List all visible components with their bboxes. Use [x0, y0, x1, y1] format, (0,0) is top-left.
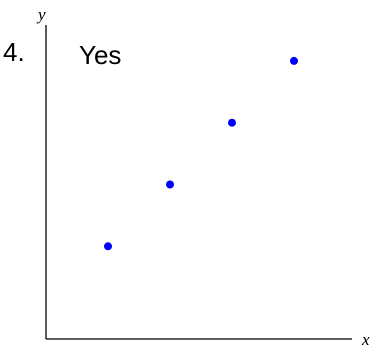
data-point-4 — [290, 56, 298, 65]
answer-text: Yes — [79, 40, 122, 70]
data-point-1 — [104, 242, 112, 251]
x-axis-label: x — [361, 330, 370, 347]
y-axis-label: y — [36, 5, 46, 24]
question-number: 4. — [3, 37, 25, 67]
data-point-2 — [166, 180, 174, 189]
data-point-3 — [228, 118, 236, 127]
data-points — [104, 56, 298, 251]
